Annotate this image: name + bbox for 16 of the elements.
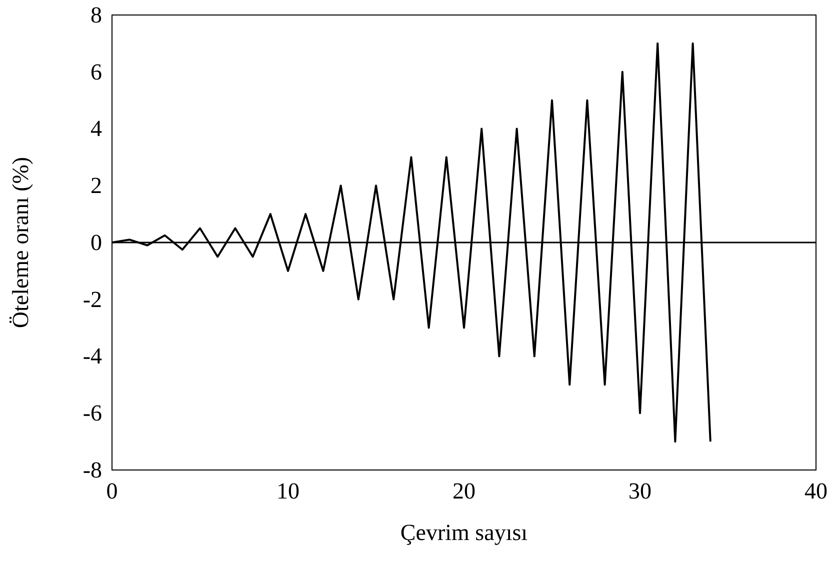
x-tick-label: 0: [106, 478, 118, 504]
y-tick-label: -8: [82, 457, 102, 482]
y-tick-label: -4: [82, 344, 102, 369]
x-axis-title: Çevrim sayısı: [400, 520, 528, 545]
x-tick-label: 10: [276, 478, 300, 504]
x-tick-label: 20: [452, 478, 476, 504]
y-tick-label: 2: [90, 172, 102, 198]
y-tick-label: -6: [82, 400, 102, 426]
y-tick-label: 6: [90, 59, 102, 84]
y-axis-title: Öteleme oranı (%): [8, 156, 33, 328]
y-tick-label: 4: [90, 116, 102, 142]
x-tick-label: 30: [628, 478, 652, 504]
y-tick-label: 0: [90, 230, 102, 255]
y-tick-label: -2: [82, 286, 102, 312]
x-tick-label: 40: [804, 478, 828, 504]
y-tick-label: 8: [90, 2, 102, 28]
